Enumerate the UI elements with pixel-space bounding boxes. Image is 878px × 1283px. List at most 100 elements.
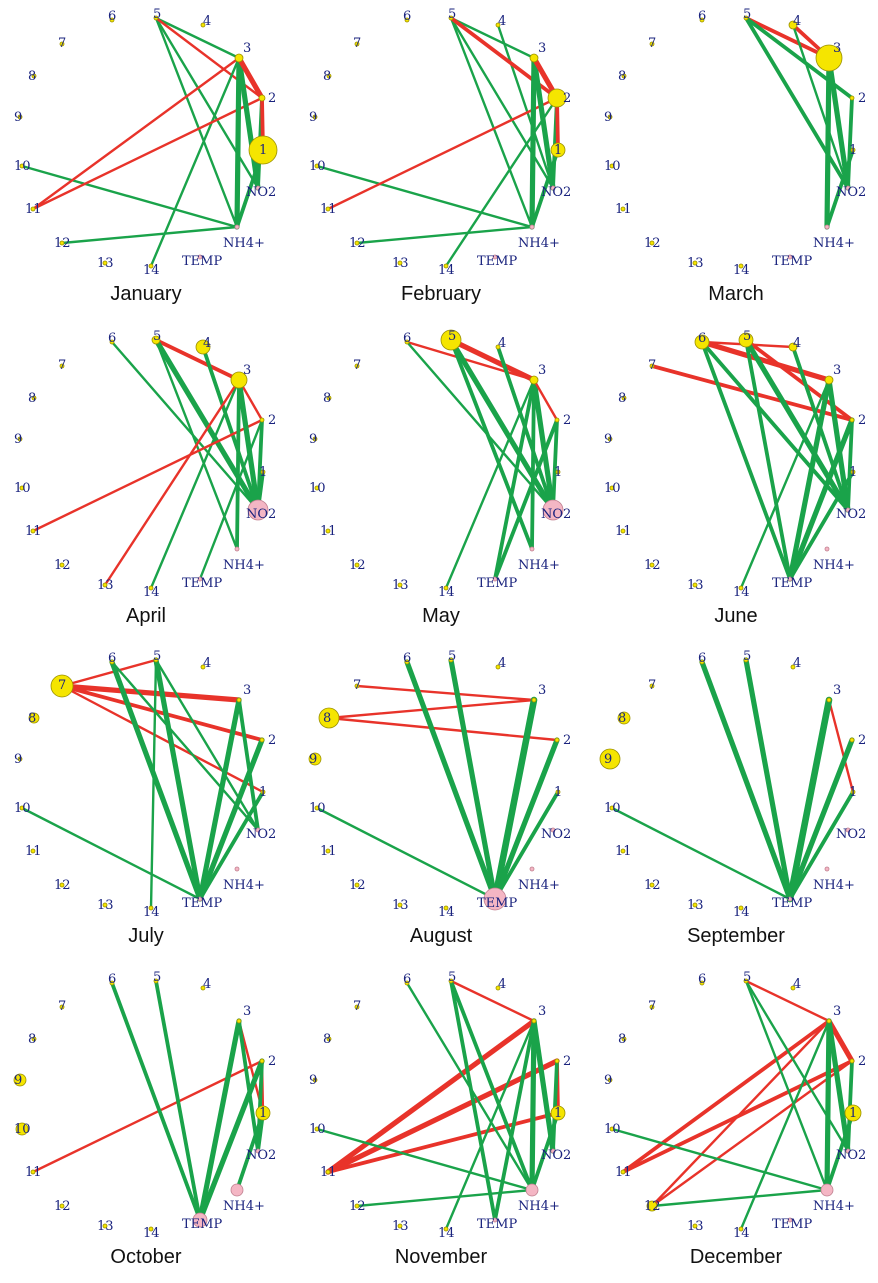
network-panel-september: 1 2 3 4 5 6 7 8 9 10 11 12 13 14 TEMP NH4+ NO2 September (590, 642, 878, 962)
node-9 (599, 748, 621, 770)
node-label-5: 5 (743, 649, 751, 664)
node-10 (19, 805, 25, 811)
node-11 (30, 848, 36, 854)
edge-3-NO2 (531, 1018, 556, 1154)
edge-3-NO2 (531, 377, 556, 513)
node-label-13: 13 (97, 898, 114, 913)
edge-3-NH4 (235, 378, 241, 551)
edge-5-NO2 (744, 979, 850, 1153)
edge-TEMP-2 (493, 418, 559, 581)
node-9 (607, 114, 613, 120)
node-2 (849, 737, 855, 743)
node-label-no2: NO2 (541, 1148, 571, 1163)
node-7 (354, 363, 360, 369)
node-13 (102, 582, 108, 588)
node-2 (849, 95, 855, 101)
node-label-8: 8 (28, 69, 36, 84)
edge-3-2 (532, 378, 559, 422)
node-9 (312, 436, 318, 442)
node-label-12: 12 (349, 558, 366, 573)
edge-3-NO2 (826, 1018, 851, 1154)
node-label-9: 9 (309, 752, 317, 767)
node-label-1: 1 (849, 785, 857, 800)
edge-6-TEMP (109, 659, 203, 902)
node-10 (609, 805, 615, 811)
node-2 (554, 1058, 560, 1064)
node-6 (699, 17, 705, 23)
node-label-6: 6 (698, 972, 706, 987)
node-label-3: 3 (243, 683, 251, 698)
node-11 (30, 1169, 36, 1175)
node-label-4: 4 (498, 14, 506, 29)
node-temp (197, 576, 203, 582)
node-14 (443, 263, 449, 269)
edge-5-NO2 (153, 337, 261, 513)
edge-14-3 (444, 378, 536, 590)
node-13 (397, 260, 403, 266)
node-label-10: 10 (309, 1122, 326, 1137)
node-label-2: 2 (268, 91, 276, 106)
node-label-2: 2 (858, 413, 866, 428)
node-6 (404, 17, 410, 23)
node-3 (815, 44, 843, 72)
node-3 (236, 697, 242, 703)
node-8 (621, 395, 627, 401)
node-8 (621, 1036, 627, 1042)
node-temp (787, 896, 793, 902)
node-12 (354, 562, 360, 568)
node-8 (326, 395, 332, 401)
node-2 (258, 94, 266, 102)
node-label-4: 4 (498, 977, 506, 992)
edge-5-NH4 (449, 16, 534, 229)
node-label-10: 10 (309, 159, 326, 174)
node-label-6: 6 (108, 9, 116, 24)
node-14 (443, 1226, 449, 1232)
node-label-10: 10 (309, 481, 326, 496)
node-label-11: 11 (25, 1165, 42, 1180)
edge-2-NO2 (846, 418, 854, 512)
edge-12-NH4 (355, 1188, 534, 1208)
node-1 (550, 1105, 566, 1121)
node-label-2: 2 (563, 1054, 571, 1069)
edge-10-NH4 (610, 1127, 829, 1192)
node-5 (743, 657, 749, 663)
node-label-9: 9 (604, 432, 612, 447)
month-label: August (409, 925, 473, 947)
node-13 (397, 902, 403, 908)
node-label-7: 7 (58, 999, 66, 1014)
edge-1-NH4 (530, 148, 560, 229)
node-6 (404, 980, 410, 986)
edge-3-NO2 (237, 698, 260, 832)
node-label-10: 10 (604, 159, 621, 174)
edge-TEMP-3 (786, 696, 833, 903)
node-nh4 (234, 224, 240, 230)
edge-5-TEMP (153, 657, 203, 902)
node-8 (318, 707, 340, 729)
node-11 (325, 528, 331, 534)
edge-7-1 (60, 684, 265, 794)
network-panel-april: 1 2 3 4 5 6 7 8 9 10 11 12 13 14 TEMP NH4+ NO2 April (0, 322, 292, 642)
edge-3-2 (826, 1018, 855, 1064)
node-1 (255, 1105, 271, 1121)
node-11 (30, 528, 36, 534)
node-nh4 (824, 866, 830, 872)
node-12 (59, 882, 65, 888)
node-label-11: 11 (320, 202, 337, 217)
node-label-1: 1 (554, 143, 562, 158)
edge-14-3 (444, 1019, 536, 1231)
node-label-9: 9 (14, 1073, 22, 1088)
node-label-4: 4 (203, 14, 211, 29)
node-4 (200, 22, 206, 28)
node-7 (50, 674, 74, 698)
edge-2-NO2 (551, 1059, 559, 1153)
node-label-7: 7 (58, 358, 66, 373)
node-6 (109, 980, 115, 986)
node-4 (788, 20, 798, 30)
edge-TEMP-1 (198, 790, 265, 901)
edge-TEMP-2 (197, 737, 265, 902)
month-label: May (422, 605, 460, 627)
node-12 (354, 882, 360, 888)
node-label-12: 12 (349, 236, 366, 251)
